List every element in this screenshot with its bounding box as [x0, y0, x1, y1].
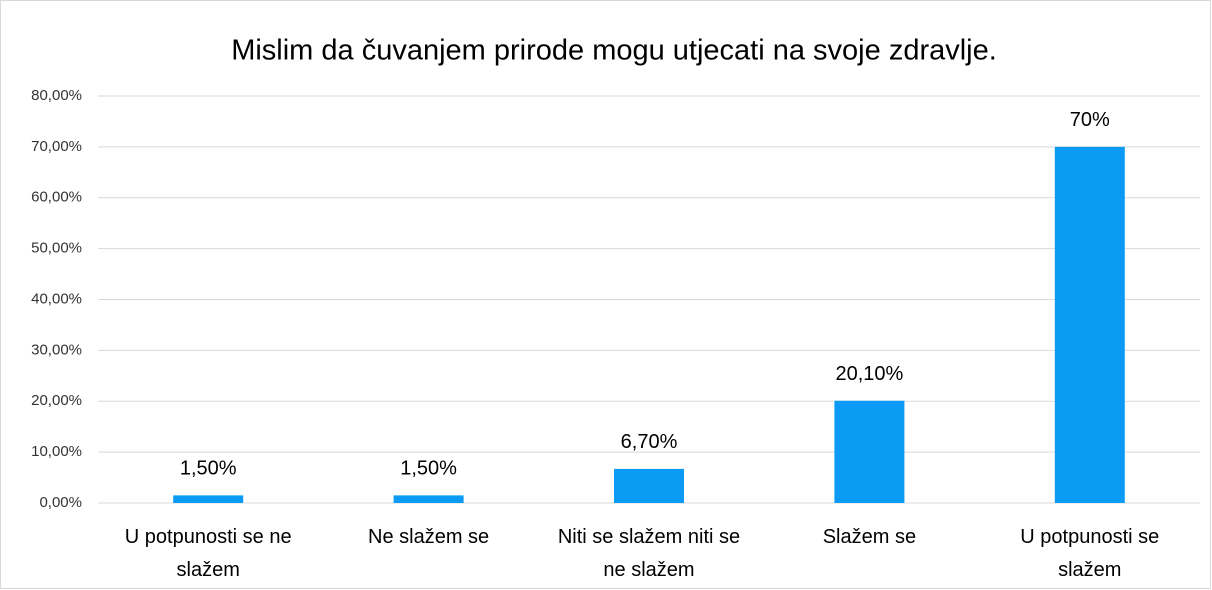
value-label: 20,10%	[835, 363, 903, 385]
chart-title: Mislim da čuvanjem prirode mogu utjecati…	[231, 35, 997, 67]
y-tick-label: 20,00%	[31, 392, 82, 409]
y-tick-label: 70,00%	[31, 138, 82, 155]
bar	[614, 468, 684, 503]
x-tick-label: Slažem se	[823, 526, 916, 548]
bar	[393, 495, 464, 503]
x-tick-label: Niti se slažem niti se ne slažem	[558, 526, 740, 581]
bar	[1054, 146, 1125, 503]
y-tick-label: 80,00%	[31, 87, 82, 104]
value-label: 70%	[1070, 109, 1110, 131]
value-label: 1,50%	[400, 458, 457, 480]
x-tick-label: U potpunosti se ne slažem	[125, 526, 292, 581]
y-tick-label: 60,00%	[31, 189, 82, 206]
y-tick-label: 10,00%	[31, 443, 82, 460]
x-tick-label: U potpunosti se slažem	[1020, 526, 1159, 581]
value-label: 6,70%	[621, 431, 678, 453]
y-tick-label: 50,00%	[31, 240, 82, 257]
y-tick-label: 30,00%	[31, 341, 82, 358]
y-tick-label: 0,00%	[39, 494, 82, 511]
bar	[173, 495, 244, 503]
bar	[834, 400, 905, 503]
value-label: 1,50%	[180, 458, 237, 480]
x-tick-label: Ne slažem se	[368, 526, 489, 548]
y-tick-label: 40,00%	[31, 290, 82, 307]
